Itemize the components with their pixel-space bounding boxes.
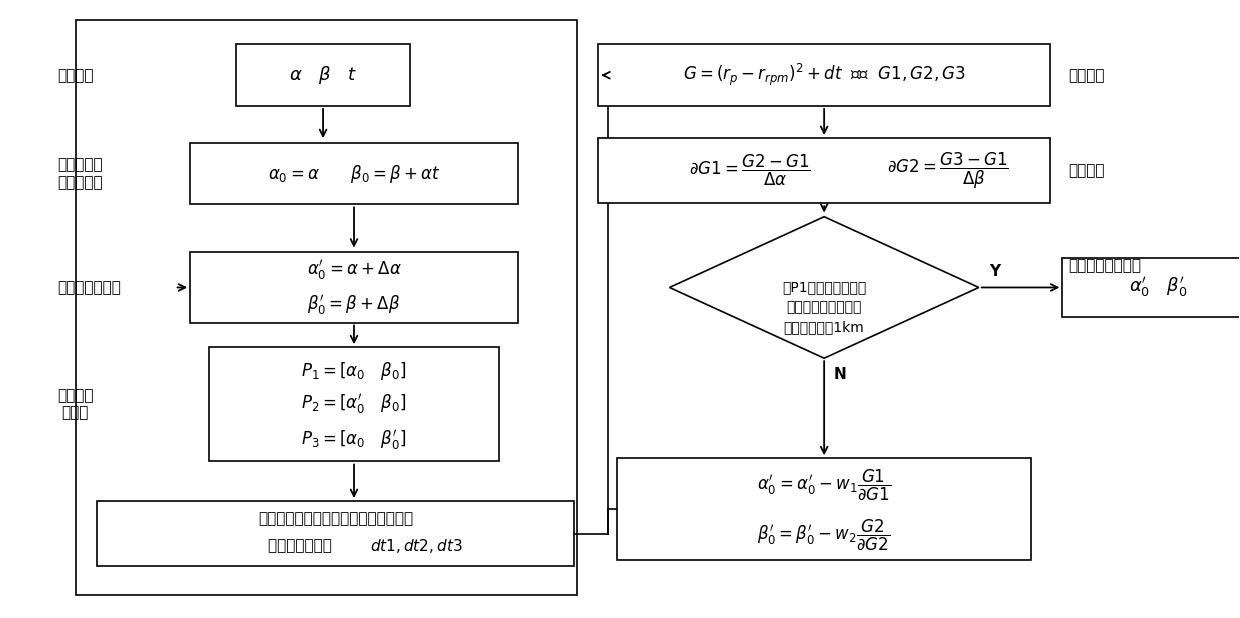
Bar <box>190 252 518 323</box>
Bar <box>208 347 500 461</box>
Text: $\partial G2 = \dfrac{G3-G1}{\Delta\beta}$: $\partial G2 = \dfrac{G3-G1}{\Delta\beta… <box>887 150 1009 191</box>
Text: $dt1, dt2, dt3$: $dt1, dt2, dt3$ <box>370 537 463 555</box>
Text: $\partial G1 = \dfrac{G2-G1}{\Delta\alpha}$: $\partial G1 = \dfrac{G2-G1}{\Delta\alph… <box>689 153 811 188</box>
Text: 火点半径与目标近火: 火点半径与目标近火 <box>786 300 862 314</box>
Text: 以捕获轨道偏心率为终止条件，积分得: 以捕获轨道偏心率为终止条件，积分得 <box>258 510 413 526</box>
Polygon shape <box>670 217 978 358</box>
Text: $\beta_0^{\prime} = \beta + \Delta\beta$: $\beta_0^{\prime} = \beta + \Delta\beta$ <box>308 293 401 316</box>
Text: $P_1 = \left[\alpha_0 \quad \beta_0\right]$: $P_1 = \left[\alpha_0 \quad \beta_0\righ… <box>301 360 407 381</box>
Text: $\alpha \quad \beta \quad t$: $\alpha \quad \beta \quad t$ <box>289 64 357 87</box>
Bar <box>599 44 1050 106</box>
Text: 以P1为参数控后的近: 以P1为参数控后的近 <box>782 281 867 294</box>
Text: 到二次制动时间: 到二次制动时间 <box>268 538 341 553</box>
Text: 二次捕获偏差量: 二次捕获偏差量 <box>57 280 122 295</box>
Text: 二次捕获
偏参数: 二次捕获 偏参数 <box>57 388 93 421</box>
Bar <box>237 44 409 106</box>
Text: $\alpha_0 = \alpha \qquad \beta_0 = \beta + \alpha t$: $\alpha_0 = \alpha \qquad \beta_0 = \bet… <box>268 163 440 185</box>
Text: $\alpha_0^{\prime} = \alpha_0^{\prime} - w_1\dfrac{G1}{\partial G1}$: $\alpha_0^{\prime} = \alpha_0^{\prime} -… <box>758 467 892 501</box>
Text: $P_2 = \left[\alpha_0^{\prime} \quad \beta_0\right]$: $P_2 = \left[\alpha_0^{\prime} \quad \be… <box>301 392 407 417</box>
Bar <box>76 20 577 595</box>
Text: $\alpha_0^{\prime} \quad \beta_0^{\prime}$: $\alpha_0^{\prime} \quad \beta_0^{\prime… <box>1128 276 1188 300</box>
Text: 二次捕获制动参数: 二次捕获制动参数 <box>1068 258 1141 273</box>
Text: $\alpha_0^{\prime} = \alpha + \Delta\alpha$: $\alpha_0^{\prime} = \alpha + \Delta\alp… <box>306 258 402 282</box>
Text: 二次捕获初
始迭代参数: 二次捕获初 始迭代参数 <box>57 158 103 190</box>
Text: $G = \left(r_p - r_{rpm}\right)^2 + dt\;$ 得到  $G1, G2, G3$: $G = \left(r_p - r_{rpm}\right)^2 + dt\;… <box>683 62 966 88</box>
Text: $P_3 = \left[\alpha_0 \quad \beta_0^{\prime}\right]$: $P_3 = \left[\alpha_0 \quad \beta_0^{\pr… <box>301 428 407 452</box>
Text: $\beta_0^{\prime} = \beta_0^{\prime} - w_2\dfrac{G2}{\partial G2}$: $\beta_0^{\prime} = \beta_0^{\prime} - w… <box>758 518 890 552</box>
Text: 目标函数: 目标函数 <box>1068 68 1105 83</box>
Bar <box>190 143 518 205</box>
Bar <box>618 458 1032 560</box>
Text: N: N <box>835 368 847 383</box>
Text: 已知参数: 已知参数 <box>57 68 93 83</box>
Bar <box>97 501 574 566</box>
Bar <box>1063 258 1240 316</box>
Text: 求偏导数: 求偏导数 <box>1068 163 1105 178</box>
Text: Y: Y <box>988 265 999 279</box>
Bar <box>599 138 1050 203</box>
Text: 点半径差小于1km: 点半径差小于1km <box>784 320 864 334</box>
